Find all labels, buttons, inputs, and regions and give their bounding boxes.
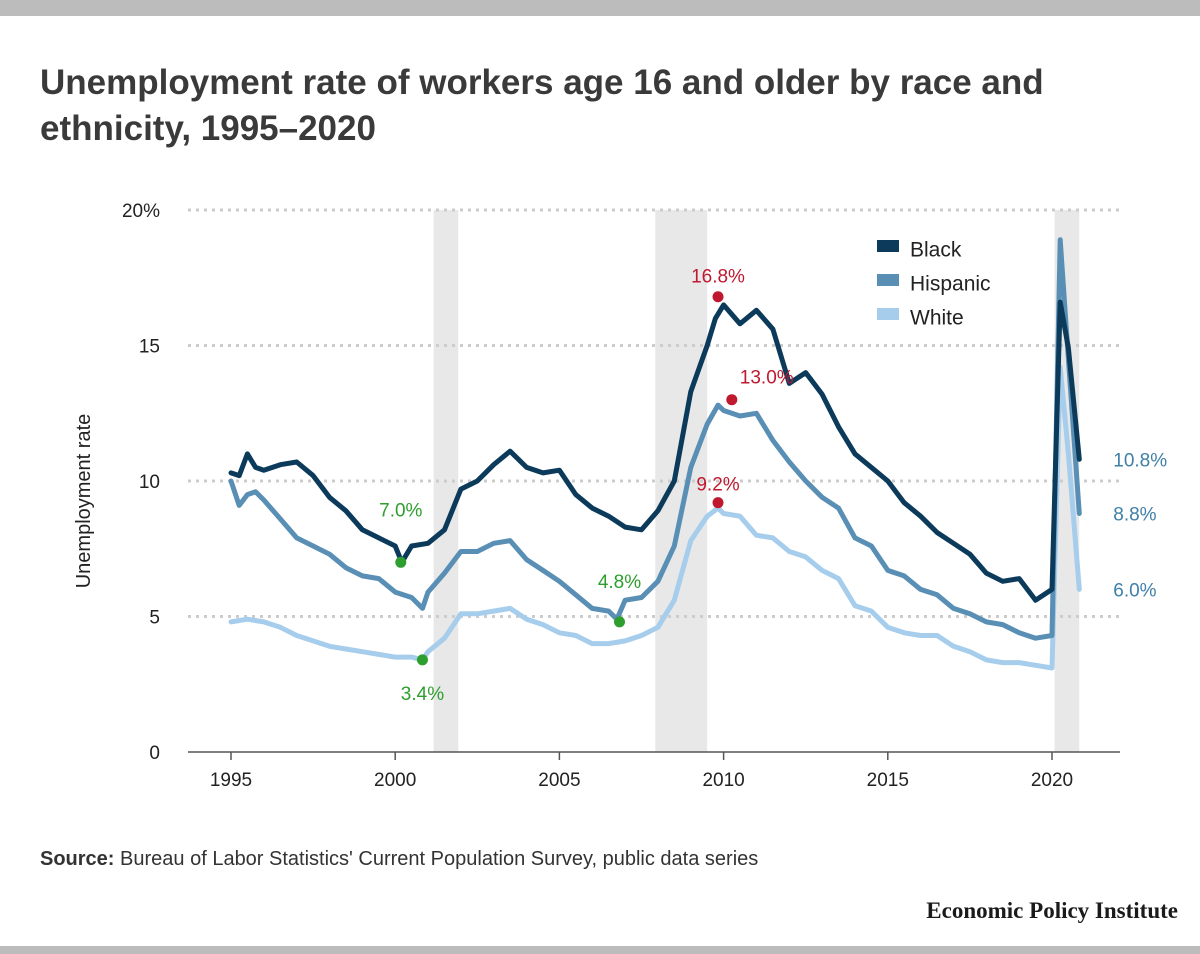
x-tick-label-2000: 2000 bbox=[374, 770, 416, 791]
series-line-hispanic bbox=[228, 237, 1082, 641]
marker-max-white bbox=[712, 497, 724, 509]
x-tick-label-2015: 2015 bbox=[867, 770, 909, 791]
marker-min-black bbox=[395, 556, 407, 568]
series-line-white bbox=[228, 364, 1082, 671]
y-tick-label-5: 5 bbox=[149, 608, 160, 629]
legend-label-white: White bbox=[910, 307, 964, 330]
legend: Black Hispanic White bbox=[877, 239, 991, 330]
label-min-black: 7.0% bbox=[379, 500, 422, 521]
legend-label-hispanic: Hispanic bbox=[910, 273, 991, 296]
gridlines bbox=[188, 208, 1120, 618]
legend-swatch-black bbox=[877, 240, 899, 252]
source-note: Source: Bureau of Labor Statistics' Curr… bbox=[40, 848, 758, 871]
end-label-white: 6.0% bbox=[1113, 580, 1156, 601]
marker-max-black bbox=[712, 291, 724, 303]
legend-swatch-white bbox=[877, 308, 899, 320]
top-border bbox=[0, 0, 1200, 16]
y-tick-label-10: 10 bbox=[139, 472, 160, 493]
series-lines bbox=[228, 237, 1082, 671]
end-label-black: 10.8% bbox=[1113, 450, 1167, 471]
brand-logo-text: Economic Policy Institute bbox=[926, 898, 1178, 923]
label-min-white: 3.4% bbox=[401, 684, 444, 705]
source-text: Bureau of Labor Statistics' Current Popu… bbox=[120, 848, 759, 870]
recession-band-2 bbox=[655, 210, 708, 752]
chart-title: Unemployment rate of workers age 16 and … bbox=[40, 63, 1044, 148]
x-tick-label-2020: 2020 bbox=[1031, 770, 1073, 791]
end-label-hispanic: 8.8% bbox=[1113, 505, 1156, 526]
y-tick-label-0: 0 bbox=[149, 743, 160, 764]
label-max-black: 16.8% bbox=[691, 267, 745, 288]
legend-swatch-hispanic bbox=[877, 274, 899, 286]
label-max-hispanic: 13.0% bbox=[740, 368, 794, 389]
label-max-white: 9.2% bbox=[696, 475, 739, 496]
marker-min-hispanic bbox=[613, 616, 625, 628]
y-tick-label-15: 15 bbox=[139, 337, 160, 358]
x-tick-label-2005: 2005 bbox=[538, 770, 580, 791]
bottom-border bbox=[0, 946, 1200, 954]
source-label: Source: bbox=[40, 848, 115, 870]
x-tick-label-2010: 2010 bbox=[702, 770, 744, 791]
x-tick-label-1995: 1995 bbox=[210, 770, 252, 791]
label-min-hispanic: 4.8% bbox=[598, 572, 641, 593]
axes: 0 5 10 15 20% 1995 2000 2005 2010 2015 2020 Unemplo… bbox=[73, 201, 1120, 791]
marker-min-white bbox=[416, 654, 428, 666]
line-chart: 0 5 10 15 20% 1995 2000 2005 2010 2015 2020 Unemplo… bbox=[73, 201, 1167, 791]
y-tick-label-20: 20% bbox=[122, 201, 160, 222]
annotations: 16.8% 13.0% 9.2% 7.0% 4.8% 3.4% 10.8% 8.8% 6.0% bbox=[379, 267, 1167, 705]
marker-max-hispanic bbox=[726, 394, 738, 406]
legend-label-black: Black bbox=[910, 239, 962, 262]
y-axis-label: Unemployment rate bbox=[73, 414, 95, 589]
series-line-black bbox=[228, 299, 1082, 603]
